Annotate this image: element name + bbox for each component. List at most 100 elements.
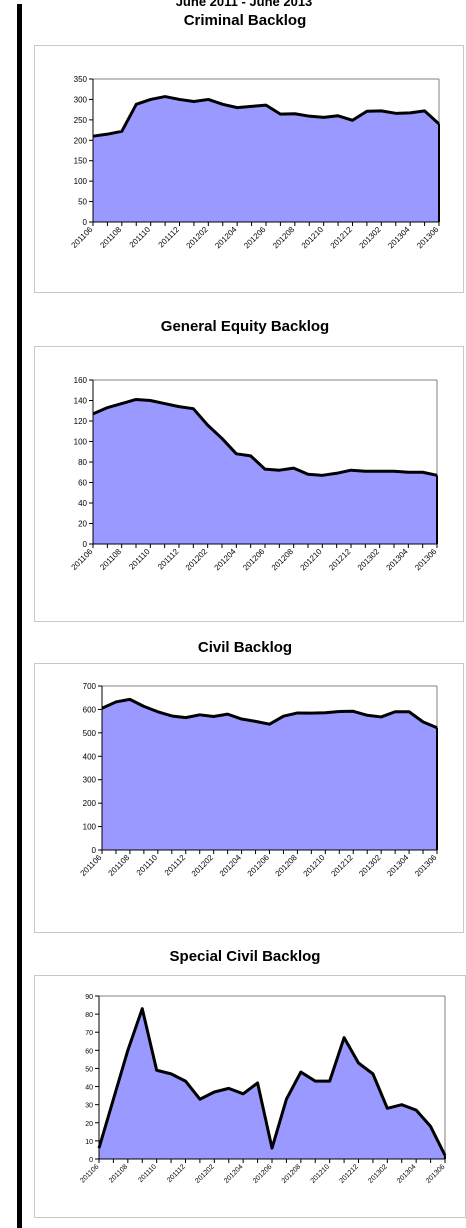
x-tick-label: 201212 [329,225,355,251]
y-tick-label: 0 [92,846,97,855]
y-tick-label: 80 [78,458,87,467]
x-tick-label: 201108 [107,853,132,878]
y-tick-label: 50 [78,198,87,207]
special-civil-backlog-title: Special Civil Backlog [169,948,321,965]
x-tick-label: 201108 [98,547,123,572]
y-tick-label: 40 [85,1085,93,1092]
y-tick-label: 40 [78,499,87,508]
y-tick-label: 600 [83,705,97,714]
y-tick-label: 200 [83,799,97,808]
x-tick-label: 201106 [79,1163,100,1184]
y-tick-label: 300 [74,95,88,104]
x-tick-label: 201106 [79,853,104,878]
y-tick-label: 100 [83,823,97,832]
x-tick-label: 201204 [218,853,244,879]
general-equity-backlog-chart: 0 20 40 60 80 100 120 140 160 201106 201108 201110 2… [34,346,464,622]
y-tick-label: 30 [85,1103,93,1110]
y-tick-label: 350 [74,75,88,84]
x-tick-label: 201212 [338,1163,360,1185]
series-line [97,1007,447,1157]
x-tick-label: 201110 [137,1163,158,1184]
y-tick-label: 70 [85,1030,93,1037]
y-tick-label: 60 [78,479,87,488]
x-tick-label: 201302 [358,225,384,251]
x-tick-label: 201212 [329,853,355,879]
x-tick-label: 201204 [213,225,239,251]
x-tick-label: 201208 [271,225,297,251]
x-tick-label: 201112 [156,547,181,572]
x-tick-label: 201112 [166,1163,187,1184]
criminal-backlog-chart: 0 50 100 150 200 250 300 350 201106 201108 201110 2… [34,45,464,293]
x-tick-label: 201206 [246,853,272,879]
y-tick-label: 80 [85,1012,93,1019]
x-tick-label: 201208 [274,853,300,879]
y-tick-label: 50 [85,1066,93,1073]
series-line [101,697,438,730]
y-tick-label: 0 [83,218,88,227]
x-tick-label: 201208 [270,547,296,573]
x-tick-label: 201302 [367,1163,389,1185]
y-tick-label: 150 [74,157,88,166]
civil-backlog-title: Civil Backlog [197,639,293,656]
y-tick-label: 120 [74,417,88,426]
y-tick-label: 100 [74,438,88,447]
y-tick-label: 0 [89,1157,93,1164]
x-tick-label: 201206 [252,1163,274,1185]
x-tick-label: 201204 [223,1163,245,1185]
series-area [99,1008,445,1159]
y-tick-label: 10 [85,1139,93,1146]
y-tick-label: 0 [83,540,88,549]
x-tick-label: 201304 [386,225,412,251]
x-tick-label: 201202 [194,1163,216,1185]
x-tick-label: 201206 [242,225,268,251]
x-tick-label: 201208 [281,1163,303,1185]
series-line [92,95,441,138]
x-tick-label: 201210 [299,547,325,573]
x-tick-label: 201302 [356,547,382,573]
x-tick-label: 201108 [98,225,123,250]
x-tick-label: 201106 [70,225,95,250]
x-tick-label: 201210 [300,225,326,251]
x-tick-label: 201206 [241,547,267,573]
y-tick-label: 300 [83,776,97,785]
y-tick-label: 200 [74,136,88,145]
y-tick-label: 90 [85,994,93,1001]
y-tick-label: 160 [74,376,88,385]
x-tick-label: 201112 [157,225,182,250]
x-tick-label: 201202 [185,225,211,251]
series-line [92,397,438,477]
y-tick-label: 500 [83,729,97,738]
x-tick-label: 201112 [163,853,188,878]
civil-backlog-chart: 0 100 200 300 400 500 600 700 201106 201108 201110… [34,663,464,933]
y-tick-label: 100 [74,177,88,186]
x-tick-label: 201210 [302,853,328,879]
x-tick-label: 201202 [184,547,210,573]
x-tick-label: 201306 [413,853,439,879]
y-tick-label: 250 [74,116,88,125]
x-tick-label: 201210 [310,1163,332,1185]
x-tick-label: 201304 [396,1163,418,1185]
y-tick-label: 700 [83,682,97,691]
series-area [93,96,439,222]
x-tick-label: 201110 [128,225,153,250]
x-tick-label: 201212 [327,547,353,573]
x-tick-label: 201202 [190,853,216,879]
x-tick-label: 201108 [108,1163,129,1184]
x-tick-label: 201304 [385,547,411,573]
civil-backlog-svg: 0 100 200 300 400 500 600 700 201106 201108 201110… [79,682,439,879]
special-civil-backlog-chart: 0 10 20 30 40 50 60 70 80 90 201106 201108 201110 201… [34,975,466,1218]
x-tick-label: 201306 [413,547,439,573]
x-tick-label: 201304 [385,853,411,879]
y-tick-label: 20 [85,1121,93,1128]
x-tick-label: 201106 [70,547,95,572]
series-area [102,699,437,850]
x-tick-label: 201110 [135,853,160,878]
general-equity-backlog-title: General Equity Backlog [160,318,330,335]
y-tick-label: 400 [83,752,97,761]
x-tick-label: 201302 [357,853,383,879]
x-tick-label: 201306 [415,225,441,251]
y-tick-label: 20 [78,520,87,529]
page-frame [17,4,466,1228]
